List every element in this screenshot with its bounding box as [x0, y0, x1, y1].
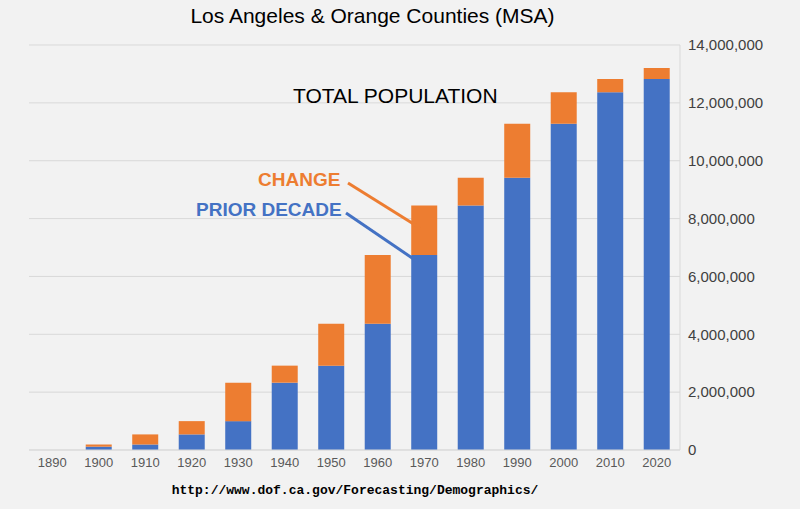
svg-text:6,000,000: 6,000,000 — [688, 268, 755, 285]
svg-text:4,000,000: 4,000,000 — [688, 326, 755, 343]
svg-text:1930: 1930 — [224, 455, 253, 470]
svg-text:2020: 2020 — [642, 455, 671, 470]
svg-text:1980: 1980 — [456, 455, 485, 470]
svg-text:10,000,000: 10,000,000 — [688, 152, 763, 169]
svg-text:2000: 2000 — [549, 455, 578, 470]
svg-text:1990: 1990 — [503, 455, 532, 470]
html-text:CHANGE: CHANGE — [258, 169, 341, 190]
svg-text:2010: 2010 — [596, 455, 625, 470]
html-text:http://www.dof.ca.gov/Forecast: http://www.dof.ca.gov/Forecasting/Demogr… — [171, 483, 539, 498]
svg-text:1960: 1960 — [363, 455, 392, 470]
svg-text:8,000,000: 8,000,000 — [688, 210, 755, 227]
svg-text:0: 0 — [688, 441, 696, 458]
svg-text:2,000,000: 2,000,000 — [688, 383, 755, 400]
svg-text:1940: 1940 — [270, 455, 299, 470]
svg-text:1890: 1890 — [38, 455, 67, 470]
html-text:TOTAL POPULATION: TOTAL POPULATION — [293, 84, 498, 107]
svg-text:1920: 1920 — [177, 455, 206, 470]
svg-text:14,000,000: 14,000,000 — [688, 36, 763, 53]
html-text:Los Angeles & Orange Counties: Los Angeles & Orange Counties (MSA) — [190, 4, 555, 27]
svg-text:1950: 1950 — [317, 455, 346, 470]
html-text:PRIOR DECADE: PRIOR DECADE — [196, 199, 342, 220]
svg-text:1900: 1900 — [84, 455, 113, 470]
svg-text:12,000,000: 12,000,000 — [688, 94, 763, 111]
svg-text:1970: 1970 — [410, 455, 439, 470]
svg-text:1910: 1910 — [131, 455, 160, 470]
